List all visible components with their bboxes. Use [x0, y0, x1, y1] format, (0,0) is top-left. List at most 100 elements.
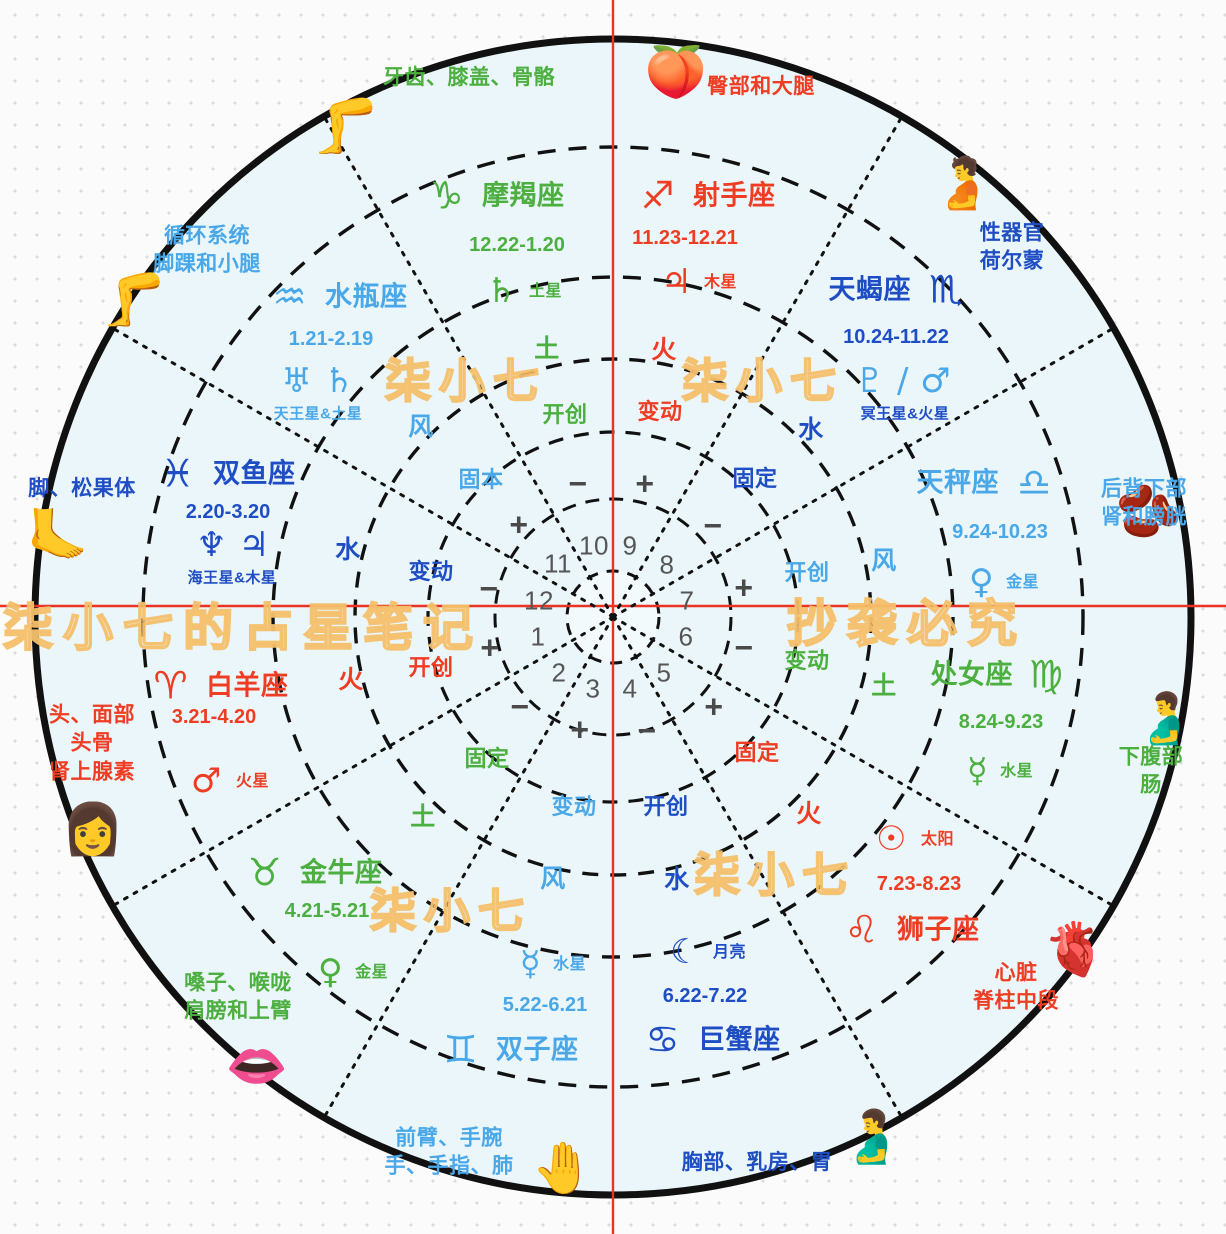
- sign-sagittarius[interactable]: ♐ 射手座: [640, 172, 775, 221]
- dates-taurus: 4.21-5.21: [284, 900, 370, 923]
- sign-aquarius[interactable]: ♒ 水瓶座: [272, 273, 407, 322]
- sign-label: 水瓶座: [325, 281, 408, 312]
- venus-glyph-icon: ♀: [968, 562, 995, 603]
- ruler-taurus: ♀ 金星: [318, 951, 388, 995]
- modality-aquarius: 固本: [458, 466, 504, 492]
- ruler-virgo: ☿ 水星: [967, 750, 1033, 794]
- sign-label: 摩羯座: [482, 180, 565, 211]
- ruler-cancer: ☾ 月亮: [670, 931, 746, 975]
- ruler-name-aquarius: 天王星&土星: [273, 405, 363, 423]
- ruler-sagittarius: ♃ 木星: [661, 261, 737, 305]
- sign-taurus[interactable]: ♉ 金牛座: [247, 849, 382, 898]
- dates-libra: 9.24-10.23: [952, 521, 1048, 544]
- body-part-cancer: 胸部、乳房、胃: [681, 1150, 833, 1174]
- element-scorpio: 水: [798, 416, 824, 444]
- ruler-aquarius: ♅ ♄: [281, 360, 354, 404]
- dates-cancer: 6.22-7.22: [662, 985, 748, 1008]
- body-part-capricorn: 牙齿、膝盖、骨骼: [383, 65, 555, 89]
- element-sagittarius: 火: [651, 336, 677, 364]
- modality-libra: 开创: [784, 559, 830, 585]
- ruler-libra: ♀ 金星: [969, 561, 1039, 605]
- sign-leo[interactable]: ♌ 狮子座: [844, 906, 979, 955]
- polarity-leo: +: [704, 688, 724, 725]
- jupiter-glyph-icon: ♃: [661, 262, 693, 303]
- saturn-glyph-icon: ♄: [486, 271, 518, 312]
- sign-capricorn[interactable]: ♑ 摩羯座: [429, 172, 564, 221]
- house-6: 6: [678, 621, 694, 652]
- libra-glyph-icon: ♎: [1016, 460, 1052, 505]
- polarity-virgo: −: [734, 629, 754, 666]
- sun-glyph-icon: ☉: [876, 819, 908, 860]
- dates-leo: 7.23-8.23: [876, 873, 962, 896]
- sign-cancer[interactable]: ♋ 巨蟹座: [645, 1016, 780, 1065]
- dates-aries: 3.21-4.20: [171, 706, 257, 729]
- polarity-capricorn: −: [568, 465, 588, 502]
- house-8: 8: [659, 549, 675, 580]
- sign-virgo[interactable]: 处女座 ♍: [930, 651, 1063, 700]
- dates-capricorn: 12.22-1.20: [469, 234, 565, 257]
- watermark-main: 柒小七的占星笔记: [2, 599, 483, 657]
- scorpio-glyph-icon: ♏: [928, 267, 964, 312]
- modality-leo: 固定: [734, 739, 780, 765]
- house-9: 9: [622, 530, 638, 561]
- house-1: 1: [530, 621, 546, 652]
- body-part-sagittarius: 臀部和大腿: [707, 74, 815, 98]
- polarity-pisces: −: [479, 570, 499, 607]
- sign-label: 双鱼座: [213, 458, 296, 489]
- gemini-glyph-icon: ♊: [443, 1027, 479, 1072]
- kidney-body-icon: 🫘: [1115, 483, 1181, 541]
- element-virgo: 土: [871, 672, 897, 700]
- modality-sagittarius: 变动: [637, 398, 683, 424]
- ruler-gemini: ☿ 水星: [520, 943, 586, 987]
- sign-libra[interactable]: 天秤座 ♎: [916, 459, 1051, 508]
- uranus-saturn-glyph-icon: ♅ ♄: [281, 361, 355, 402]
- house-2: 2: [551, 657, 567, 688]
- house-5: 5: [656, 657, 672, 688]
- polarity-gemini: +: [570, 711, 590, 748]
- body-part-gemini: 前臂、手腕 手、手指、肺: [384, 1126, 514, 1178]
- element-leo: 火: [796, 800, 822, 828]
- sign-label: 狮子座: [897, 914, 980, 945]
- house-4: 4: [622, 673, 638, 704]
- neptune-jupiter-glyph-icon: ♆ ♃: [196, 525, 270, 566]
- taurus-glyph-icon: ♉: [247, 850, 283, 895]
- dates-virgo: 8.24-9.23: [958, 711, 1044, 734]
- element-gemini: 风: [540, 865, 566, 893]
- ruler-pisces: ♆ ♃: [196, 524, 269, 568]
- sign-gemini[interactable]: ♊ 双子座: [443, 1026, 578, 1075]
- mercury-glyph-icon: ☿: [519, 944, 542, 985]
- intestine-body-icon: 🫃: [1133, 690, 1197, 746]
- body-part-virgo: 下腹部 肠: [1118, 745, 1184, 797]
- sign-scorpio[interactable]: 天蝎座 ♏: [828, 266, 963, 315]
- element-libra: 风: [871, 547, 897, 575]
- house-10: 10: [579, 530, 609, 561]
- foot-body-icon: 🦶: [26, 507, 90, 563]
- hand-body-icon: 🤚: [531, 1140, 595, 1196]
- polarity-aries: +: [480, 629, 500, 666]
- moon-glyph-icon: ☾: [670, 932, 702, 973]
- heart-body-icon: 🫀: [1042, 921, 1108, 979]
- modality-gemini: 变动: [551, 793, 597, 819]
- sign-label: 白羊座: [206, 670, 289, 701]
- body-part-aries: 头、面部 头骨 肾上腺素: [49, 703, 135, 784]
- ruler-aries: ♂ 火星: [191, 760, 269, 804]
- house-12: 12: [524, 585, 554, 616]
- modality-taurus: 固定: [464, 745, 510, 771]
- ruler-leo: ☉ 太阳: [876, 818, 954, 862]
- polarity-sagittarius: +: [635, 465, 655, 502]
- element-pisces: 水: [335, 536, 361, 564]
- modality-pisces: 变动: [408, 558, 454, 584]
- dates-scorpio: 10.24-11.22: [843, 326, 949, 349]
- element-aries: 火: [338, 666, 364, 694]
- aquarius-glyph-icon: ♒: [272, 274, 308, 319]
- sign-aries[interactable]: ♈ 白羊座: [153, 662, 288, 711]
- body-part-libra: 后背下部 肾和膀胱: [1101, 477, 1187, 529]
- hip-body-icon: 🍑: [644, 44, 708, 100]
- modality-cancer: 开创: [643, 793, 689, 819]
- dates-aquarius: 1.21-2.19: [288, 328, 374, 351]
- ruler-capricorn: ♄ 土星: [486, 270, 562, 314]
- sign-pisces[interactable]: ♓ 双鱼座: [160, 450, 295, 499]
- dates-pisces: 2.20-3.20: [185, 501, 271, 524]
- body-part-pisces: 脚、松果体: [28, 476, 136, 500]
